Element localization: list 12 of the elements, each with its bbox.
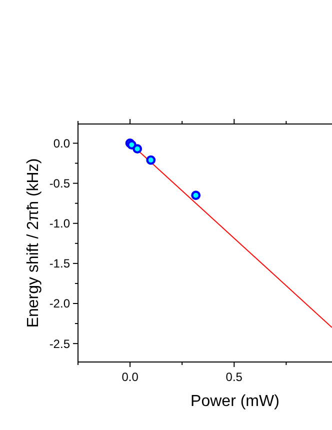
y-tick-label: -2.0 [49,296,70,311]
y-tick-label: -0.5 [49,176,70,190]
x-tick-label: 0.5 [226,370,243,384]
point [191,190,201,200]
y-tick-label: 0.0 [53,136,70,150]
y-tick-label: -1.0 [49,216,70,231]
point [146,155,156,165]
point [132,144,142,154]
y-axis-title: Energy shift / 2πħ (kHz) [25,158,42,328]
y-tick-label: -2.5 [49,336,70,351]
y-tick-label: -1.5 [49,256,70,271]
x-axis-title: Power (mW) [190,393,280,410]
